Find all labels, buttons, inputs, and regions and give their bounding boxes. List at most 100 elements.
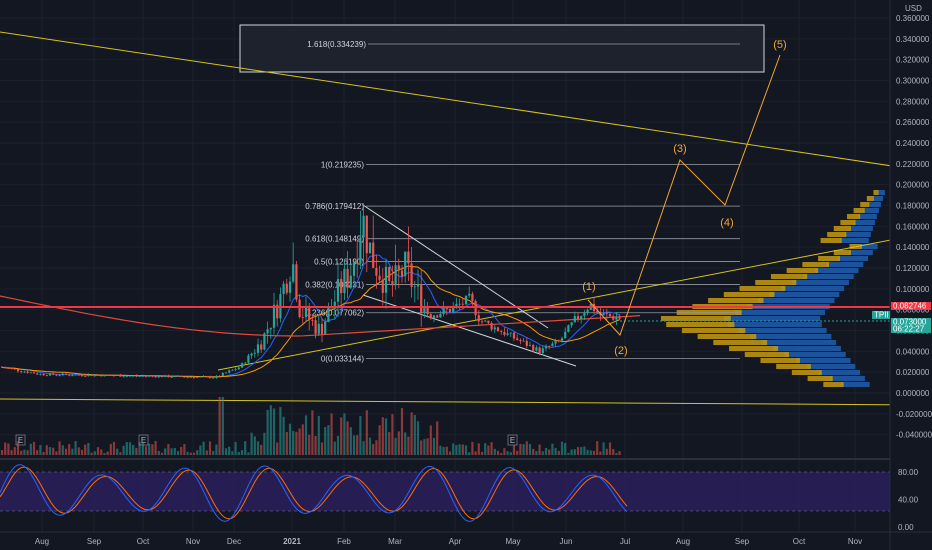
- volume-bar: [90, 452, 93, 455]
- candle-body: [45, 375, 48, 376]
- volume-bar: [7, 443, 10, 455]
- volume-bar: [410, 412, 413, 455]
- volume-bar: [439, 445, 442, 455]
- earnings-marker[interactable]: [15, 434, 26, 446]
- volume-bar: [484, 443, 487, 455]
- oscillator-axis[interactable]: 80.00 40.00 0.00: [898, 468, 919, 532]
- candle-body: [484, 320, 487, 322]
- candle-body: [368, 242, 372, 254]
- candle-body: [228, 370, 231, 373]
- volume-bar: [29, 443, 32, 455]
- candle-body: [196, 376, 199, 378]
- volume-bar: [87, 443, 90, 455]
- volume-bar: [448, 451, 452, 455]
- volume-bar: [381, 417, 384, 455]
- candle-body: [135, 375, 138, 377]
- candle-body: [157, 375, 160, 378]
- candle-body: [160, 375, 164, 378]
- volume-bar: [528, 443, 532, 455]
- vp-bar-gold: [697, 334, 757, 339]
- volume-bar: [397, 431, 400, 455]
- volume-bar: [154, 441, 157, 455]
- candle-body: [448, 309, 452, 313]
- vp-bar-gold: [723, 292, 775, 297]
- price-tick-label: -0.020000: [896, 410, 932, 419]
- vp-bar-gold: [802, 262, 830, 267]
- trend-lines[interactable]: [0, 31, 932, 406]
- volume-bar: [250, 432, 253, 455]
- descending-trendline[interactable]: [0, 31, 932, 173]
- volume-bar: [93, 451, 96, 455]
- fib-extension-box[interactable]: [239, 24, 765, 73]
- time-axis[interactable]: Aug Sep Oct Nov Dec 2021 Feb Mar Apr May Jun Jul Aug…: [35, 537, 862, 546]
- candle-body: [26, 371, 29, 373]
- elliott-wave-path[interactable]: [587, 54, 781, 336]
- candle-body: [560, 338, 564, 341]
- price-axis-background: [890, 0, 932, 550]
- candle-body: [356, 262, 359, 264]
- volume-bar: [160, 452, 164, 455]
- volume-bar: [359, 416, 362, 455]
- wave-label: (2): [614, 345, 627, 357]
- volume-bar: [106, 451, 109, 455]
- volume-bar: [384, 418, 388, 455]
- candle-body: [199, 376, 202, 378]
- candle-body: [503, 331, 506, 335]
- vp-bar-gold: [833, 250, 851, 255]
- volume-bar: [544, 447, 548, 455]
- ascending-trendline[interactable]: [217, 231, 932, 371]
- vp-bar-blue: [878, 190, 885, 195]
- volume-bar: [420, 440, 423, 455]
- time-tick-label: Mar: [388, 537, 402, 546]
- support-line[interactable]: [0, 398, 932, 406]
- volume-bar: [96, 447, 100, 455]
- price-tick-label: 0.220000: [896, 160, 930, 169]
- candle-body: [372, 242, 375, 268]
- earnings-marker[interactable]: [138, 434, 149, 446]
- earnings-marker[interactable]: [507, 434, 518, 446]
- volume-bar: [308, 434, 311, 455]
- price-tag-label: TPII: [874, 311, 889, 320]
- candle-body: [266, 329, 269, 334]
- vp-bar-gold: [770, 274, 808, 279]
- candle-body: [426, 305, 429, 315]
- candle-body: [349, 275, 352, 288]
- volume-bar: [103, 452, 106, 455]
- volume-bar: [346, 421, 349, 455]
- volume-bar: [13, 447, 16, 455]
- candle-body: [112, 375, 116, 377]
- candle-body: [384, 266, 388, 293]
- volume-bar: [4, 442, 7, 455]
- candle-body: [39, 374, 42, 375]
- candle-body: [48, 373, 52, 376]
- price-axis[interactable]: 0.360000 0.340000 0.320000 0.300000 0.280000…: [896, 14, 932, 440]
- volume-bar: [100, 449, 103, 455]
- volume-bar: [538, 444, 541, 455]
- candle-body: [58, 375, 61, 376]
- candle-body: [64, 373, 68, 375]
- candle-body: [532, 345, 535, 351]
- volume-bar: [340, 417, 343, 455]
- volume-bar: [576, 447, 580, 455]
- fib-level-label: 0.382(0.104231): [305, 280, 364, 289]
- candle-body: [215, 375, 218, 378]
- volume-bar: [512, 445, 516, 455]
- volume-bar: [461, 444, 464, 455]
- vp-bar-gold: [840, 220, 856, 225]
- candle-body: [477, 315, 480, 322]
- volume-bar: [186, 451, 189, 455]
- candle-body: [359, 237, 362, 264]
- candle-body: [320, 323, 324, 335]
- vp-bar-blue: [841, 382, 870, 387]
- candle-body: [615, 317, 618, 320]
- candle-body: [436, 315, 439, 318]
- fib-level-label: 1(0.219235): [321, 161, 364, 170]
- volume-bar: [36, 450, 39, 455]
- volume-bar: [285, 431, 288, 455]
- vp-bar-gold: [681, 328, 746, 333]
- time-tick-label: Aug: [676, 537, 690, 546]
- oscillator-tick-label: 80.00: [898, 468, 919, 477]
- candle-body: [164, 375, 167, 378]
